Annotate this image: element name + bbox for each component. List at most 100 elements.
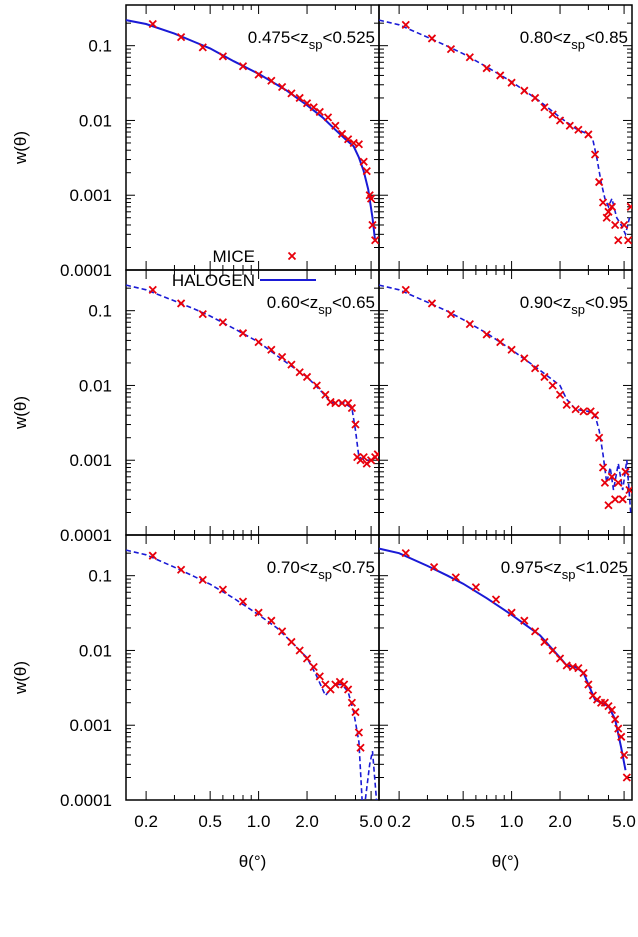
panel-2-label: 0.80<zsp<0.85 [520, 28, 628, 52]
ytick-label: 0.01 [79, 376, 112, 395]
panel-2-mice-point [611, 220, 620, 230]
ytick-label: 0.01 [79, 641, 112, 660]
panel-3-mice-point [295, 368, 304, 377]
xtick-label: 0.5 [451, 812, 475, 831]
xtick-label: 1.0 [247, 812, 271, 831]
panel-6-mice-point [540, 637, 549, 647]
panel-1-mice-point [238, 62, 248, 71]
panel-1-mice-point [323, 113, 333, 122]
panel-3-mice-point [321, 390, 330, 399]
panel-2-mice-point [496, 71, 505, 80]
panel-4-mice-point [548, 381, 557, 390]
panel-5-mice-point [347, 698, 357, 707]
panel-3-mice-point [287, 360, 296, 369]
panel-1-mice-point [331, 121, 340, 130]
ytick-label: 0.01 [79, 111, 112, 130]
panel-4-mice-point [625, 485, 632, 495]
panel-6-mice-point [611, 715, 620, 724]
panel-6-mice-point [562, 661, 571, 670]
panel-1-mice-point [198, 43, 207, 52]
panel-4-mice-point [579, 407, 588, 416]
panel-4-mice-point [507, 345, 516, 354]
panel-3-mice-point [218, 318, 228, 327]
panel-1-mice-point [267, 76, 276, 85]
x-axis-label: θ(°) [492, 852, 520, 871]
panel-1-mice-point [148, 19, 157, 29]
panel-1-mice-point [368, 220, 377, 230]
panel-4-mice-point [555, 390, 565, 399]
panel-1-mice-point [218, 52, 228, 61]
legend-label-halogen: HALOGEN [172, 271, 255, 290]
panel-6-mice-point [619, 750, 629, 760]
panel-4-mice-point [540, 372, 549, 382]
panel-6-halogen-line [379, 547, 627, 771]
panel-3-mice-point [254, 337, 263, 347]
panel-2-mice-point [574, 125, 583, 134]
panel-1-mice-point [287, 89, 296, 98]
panel-2-mice-point [602, 213, 611, 222]
panel-1-mice-point [315, 107, 324, 117]
xtick-label: 1.0 [500, 812, 524, 831]
panel-4-halogen-line [379, 284, 632, 513]
panel-3-mice-point [351, 420, 360, 429]
panel-5-mice-point [351, 707, 360, 717]
panel-2-mice-point [401, 20, 410, 29]
panel-3-mice-point [312, 381, 321, 390]
panel-2-mice-point [595, 177, 604, 187]
panel-5-mice-point [148, 551, 157, 560]
panel-4-mice-point [482, 330, 491, 339]
panel-1-mice-point [343, 135, 353, 144]
panel-1-mice-point [309, 103, 318, 112]
panel-1-mice-point [354, 140, 364, 149]
xtick-label: 2.0 [548, 812, 572, 831]
panel-3-mice-point [267, 345, 276, 354]
panel-3-mice-point [277, 352, 287, 362]
panel-2-mice-point [530, 93, 540, 103]
panel-and-axis-labels: w(θ) 0.475<zsp<0.525 0.80<zsp<0.85 w(θ) 0.60… [11, 28, 628, 871]
legend: MICE HALOGEN [172, 247, 316, 290]
panel-4-mice-point [598, 463, 608, 472]
panel-1-mice-point [302, 99, 312, 108]
panel-2-halogen-line [379, 19, 631, 237]
panel-3-mice-point [238, 329, 248, 338]
panel-5-label: 0.70<zsp<0.75 [267, 558, 375, 582]
panel-1-halogen-line [126, 19, 377, 242]
panel-6-label: 0.975<zsp<1.025 [501, 558, 628, 582]
xtick-label: 0.5 [198, 812, 222, 831]
panel-5-mice-point [277, 627, 287, 636]
ytick-label: 0.0001 [60, 526, 112, 545]
panel-1-mice-point [362, 166, 371, 176]
axis-ticks [126, 5, 632, 801]
panel-2-mice-point [446, 44, 456, 54]
ytick-label: 0.001 [69, 186, 112, 205]
panel-4-mice-point [465, 320, 474, 329]
panel-4-mice-point [427, 299, 437, 308]
panel-6-mice-point [471, 583, 481, 592]
xtick-label: 0.2 [387, 812, 411, 831]
panel-5-mice-point [238, 597, 248, 606]
panel-6-mice-point [584, 680, 593, 689]
panel-6-mice-point [507, 608, 516, 617]
panel-5-halogen-line [126, 549, 378, 800]
panel-1-mice-point [359, 157, 368, 166]
panel-4-mice-point [614, 478, 623, 487]
panel-3-mice-point [302, 372, 312, 382]
panel-5-mice-point [254, 608, 263, 617]
xtick-label: 2.0 [295, 812, 319, 831]
panel-6-mice-point [555, 654, 565, 663]
panel-1-mice-point [366, 194, 376, 203]
panel-6-mice-point [429, 563, 439, 572]
panel-4-mice-point [611, 495, 620, 504]
panel-4-mice-point [621, 467, 630, 476]
panel-5-mice-point [302, 654, 312, 663]
panel-5-mice-point [198, 575, 207, 584]
panel-1-mice-point [277, 82, 287, 92]
panel-4-mice-point [600, 478, 610, 487]
panel-6-mice-point [617, 732, 626, 741]
panel-4-mice-point [401, 285, 410, 294]
x-axis-label: θ(°) [239, 852, 267, 871]
panel-2-mice-point [590, 150, 600, 159]
panel-6-mice-point [401, 549, 410, 558]
panel-2-mice-point [584, 130, 593, 139]
panel-6-mice-point [491, 595, 501, 604]
